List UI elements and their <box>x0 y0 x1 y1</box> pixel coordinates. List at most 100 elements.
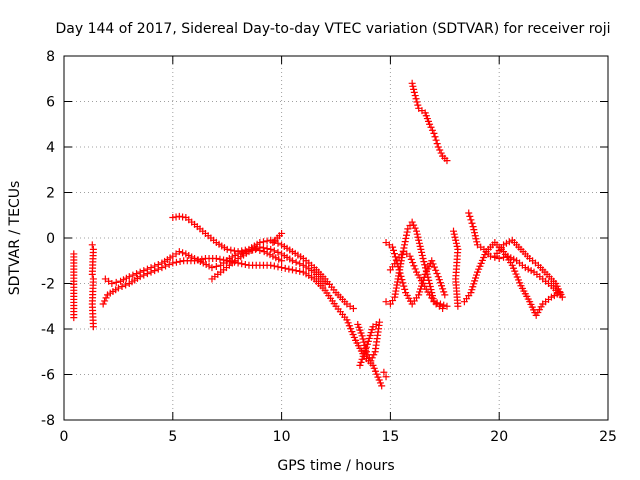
data-point-fill <box>398 276 406 284</box>
data-point-fill <box>359 352 367 360</box>
data-point-fill <box>118 283 126 291</box>
data-point-fill <box>413 230 421 238</box>
data-point-fill <box>292 258 300 266</box>
data-point-fill <box>407 255 415 263</box>
data-point-fill <box>172 258 180 266</box>
data-point <box>389 243 397 251</box>
data-point-fill <box>296 260 304 268</box>
data-point <box>147 264 155 272</box>
data-point <box>212 254 220 262</box>
data-point-fill <box>433 269 441 277</box>
data-point <box>408 79 416 87</box>
data-point <box>267 261 275 269</box>
data-point-fill <box>259 244 267 252</box>
data-point-fill <box>467 216 475 224</box>
data-point-fill <box>451 233 459 241</box>
data-point-fill <box>249 246 257 254</box>
data-point <box>426 120 434 128</box>
data-point <box>108 280 116 287</box>
plot-frame <box>63 55 609 421</box>
x-axis-label: GPS time / hours <box>277 458 394 474</box>
data-point-fill <box>418 248 426 256</box>
data-point <box>395 266 403 274</box>
data-point <box>443 157 451 165</box>
data-point-fill <box>252 245 260 253</box>
data-point <box>367 357 375 365</box>
data-point-fill <box>430 263 438 271</box>
data-point <box>434 143 442 151</box>
data-point <box>278 264 286 272</box>
data-point-fill <box>399 279 407 287</box>
data-point-fill <box>165 261 173 269</box>
data-point <box>495 254 503 262</box>
data-point-fill <box>154 261 162 269</box>
y-tick-label: -2 <box>41 277 55 293</box>
data-point <box>469 223 477 231</box>
data-point-fill <box>414 233 422 241</box>
data-point <box>321 280 329 287</box>
data-point-fill <box>410 262 418 270</box>
data-point <box>558 293 566 301</box>
data-point-fill <box>411 265 419 273</box>
data-point-fill <box>427 123 435 131</box>
data-point <box>278 257 286 265</box>
data-point-fill <box>270 262 278 270</box>
data-point-fill <box>361 346 369 354</box>
data-point-fill <box>390 250 398 258</box>
data-point-fill <box>421 261 429 269</box>
data-point-fill <box>238 260 246 268</box>
data-point <box>99 300 107 308</box>
data-point <box>208 264 216 272</box>
data-point-fill <box>438 282 446 290</box>
data-point <box>362 343 370 351</box>
data-point <box>288 266 296 274</box>
y-tick-label: 2 <box>46 186 55 202</box>
data-point-fill <box>452 239 460 247</box>
data-points <box>70 79 566 390</box>
data-point-fill <box>470 226 478 234</box>
data-point-fill <box>360 349 368 357</box>
data-point <box>426 280 434 287</box>
data-point-fill <box>440 301 448 309</box>
data-point-fill <box>420 258 428 266</box>
data-point-fill <box>428 126 436 134</box>
x-tick-label: 10 <box>273 429 291 445</box>
data-point-fill <box>285 265 293 273</box>
data-point-fill <box>471 229 479 237</box>
data-point-fill <box>411 92 419 100</box>
data-point <box>136 268 144 276</box>
x-tick-label: 0 <box>60 429 69 445</box>
data-point <box>408 218 416 226</box>
data-point-fill <box>101 297 109 305</box>
data-point-fill <box>176 258 184 266</box>
data-point <box>419 254 427 262</box>
data-point-fill <box>432 266 440 274</box>
data-point-fill <box>359 335 367 343</box>
data-point <box>114 284 122 292</box>
data-point-fill <box>413 98 421 106</box>
data-point-fill <box>429 260 437 268</box>
data-point <box>288 257 296 265</box>
y-tick-label: 4 <box>46 140 55 156</box>
data-point-fill <box>415 236 423 244</box>
data-point <box>234 248 242 256</box>
data-point-fill <box>450 230 458 238</box>
data-point-fill <box>129 271 137 279</box>
data-point <box>169 259 177 267</box>
tick-labels: 0 5 10 15 20 25 -8 -6 -4 -2 0 2 4 6 8 <box>41 49 617 445</box>
data-point-fill <box>410 221 418 229</box>
data-point-fill <box>418 251 426 259</box>
data-point-fill <box>241 261 249 269</box>
data-point-fill <box>270 247 278 255</box>
data-point-fill <box>409 82 417 90</box>
data-point-fill <box>400 282 408 290</box>
y-tick-label: -8 <box>41 413 55 429</box>
data-point-fill <box>403 228 411 236</box>
data-point <box>358 332 366 340</box>
data-point <box>380 368 388 376</box>
data-point-fill <box>392 256 400 264</box>
data-point <box>175 248 183 256</box>
data-point-fill <box>216 255 224 263</box>
data-point-fill <box>439 285 447 293</box>
